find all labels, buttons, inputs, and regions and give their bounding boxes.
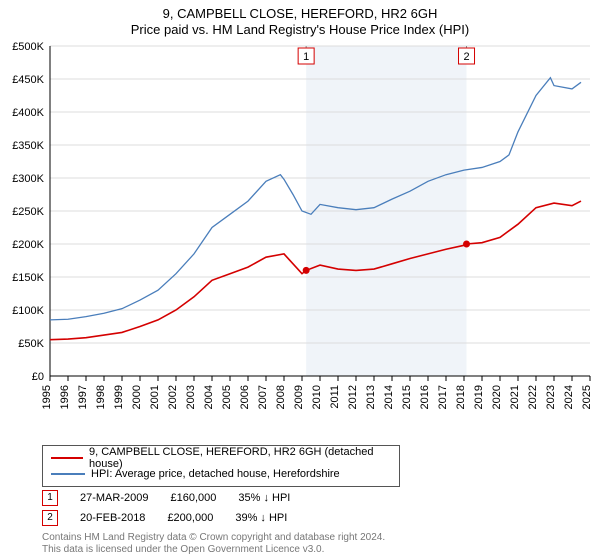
svg-text:2007: 2007 — [257, 385, 269, 409]
transaction-delta: 39% ↓ HPI — [235, 512, 287, 524]
svg-text:2002: 2002 — [167, 385, 179, 409]
footer-line2: This data is licensed under the Open Gov… — [42, 544, 385, 556]
chart-title-line2: Price paid vs. HM Land Registry's House … — [0, 22, 600, 37]
svg-text:1998: 1998 — [95, 385, 107, 409]
transaction-date: 20-FEB-2018 — [80, 512, 145, 524]
svg-text:2006: 2006 — [239, 385, 251, 409]
svg-text:2011: 2011 — [329, 385, 341, 409]
svg-text:2025: 2025 — [581, 385, 593, 409]
transaction-row: 1 27-MAR-2009 £160,000 35% ↓ HPI — [42, 490, 290, 506]
svg-text:£50K: £50K — [18, 338, 44, 350]
svg-text:£250K: £250K — [12, 206, 44, 218]
svg-text:1999: 1999 — [113, 385, 125, 409]
svg-text:2012: 2012 — [347, 385, 359, 409]
svg-text:£400K: £400K — [12, 107, 44, 119]
svg-text:2015: 2015 — [401, 385, 413, 409]
svg-text:1997: 1997 — [77, 385, 89, 409]
footer-line1: Contains HM Land Registry data © Crown c… — [42, 532, 385, 544]
svg-text:2005: 2005 — [221, 385, 233, 409]
svg-text:2010: 2010 — [311, 385, 323, 409]
svg-text:2: 2 — [463, 51, 469, 63]
svg-text:2008: 2008 — [275, 385, 287, 409]
svg-text:2016: 2016 — [419, 385, 431, 409]
svg-text:2009: 2009 — [293, 385, 305, 409]
transaction-price: £160,000 — [170, 492, 216, 504]
legend-label: HPI: Average price, detached house, Here… — [91, 468, 340, 480]
svg-text:£350K: £350K — [12, 140, 44, 152]
svg-text:1996: 1996 — [59, 385, 71, 409]
transaction-date: 27-MAR-2009 — [80, 492, 148, 504]
svg-text:1995: 1995 — [41, 385, 53, 409]
svg-text:£150K: £150K — [12, 272, 44, 284]
svg-text:£0: £0 — [32, 371, 44, 383]
svg-text:2022: 2022 — [527, 385, 539, 409]
svg-text:2001: 2001 — [149, 385, 161, 409]
transaction-delta: 35% ↓ HPI — [238, 492, 290, 504]
svg-text:2017: 2017 — [437, 385, 449, 409]
svg-text:£500K: £500K — [12, 41, 44, 53]
svg-text:2024: 2024 — [563, 385, 575, 409]
transaction-marker-1: 1 — [42, 490, 58, 506]
price-chart: £0 £50K £100K £150K £200K £250K £300K £350K £400… — [0, 38, 600, 438]
footer-attribution: Contains HM Land Registry data © Crown c… — [42, 532, 385, 556]
svg-text:2014: 2014 — [383, 385, 395, 409]
svg-text:2013: 2013 — [365, 385, 377, 409]
svg-text:£450K: £450K — [12, 74, 44, 86]
svg-text:2000: 2000 — [131, 385, 143, 409]
svg-text:2018: 2018 — [455, 385, 467, 409]
transaction-price: £200,000 — [167, 512, 213, 524]
transaction-marker-2: 2 — [42, 510, 58, 526]
svg-text:2003: 2003 — [185, 385, 197, 409]
svg-text:2019: 2019 — [473, 385, 485, 409]
legend: 9, CAMPBELL CLOSE, HEREFORD, HR2 6GH (de… — [42, 445, 400, 487]
svg-text:1: 1 — [303, 51, 309, 63]
legend-swatch — [51, 473, 85, 475]
transaction-row: 2 20-FEB-2018 £200,000 39% ↓ HPI — [42, 510, 287, 526]
svg-text:2020: 2020 — [491, 385, 503, 409]
legend-swatch — [51, 457, 83, 459]
svg-text:£300K: £300K — [12, 173, 44, 185]
svg-text:£200K: £200K — [12, 239, 44, 251]
legend-row: 9, CAMPBELL CLOSE, HEREFORD, HR2 6GH (de… — [51, 450, 391, 466]
legend-label: 9, CAMPBELL CLOSE, HEREFORD, HR2 6GH (de… — [89, 446, 391, 470]
svg-text:2023: 2023 — [545, 385, 557, 409]
svg-text:£100K: £100K — [12, 305, 44, 317]
svg-text:2021: 2021 — [509, 385, 521, 409]
chart-title-line1: 9, CAMPBELL CLOSE, HEREFORD, HR2 6GH — [0, 6, 600, 21]
svg-text:2004: 2004 — [203, 385, 215, 409]
